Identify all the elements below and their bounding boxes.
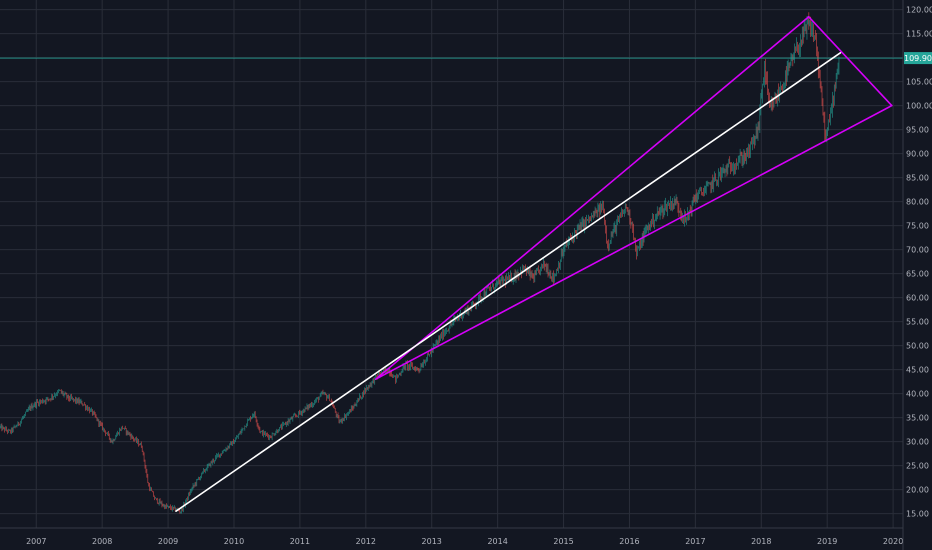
y-tick-label-13: 80.00 [906, 198, 929, 207]
y-tick-label-18: 105.00 [906, 78, 932, 87]
x-tick-label-12: 2019 [817, 537, 837, 546]
y-tick-label-11: 70.00 [906, 246, 929, 255]
last-price-label: 109.90 [904, 54, 932, 63]
y-tick-label-21: 120.00 [906, 6, 932, 15]
y-tick-label-8: 55.00 [906, 318, 929, 327]
last-price-badge [904, 52, 932, 65]
y-tick-label-1: 20.00 [906, 486, 929, 495]
x-tick-label-11: 2018 [751, 537, 771, 546]
x-tick-label-3: 2010 [224, 537, 244, 546]
y-tick-label-17: 100.00 [906, 102, 932, 111]
grid-layer [0, 0, 903, 528]
y-tick-label-7: 50.00 [906, 342, 929, 351]
x-tick-label-4: 2011 [290, 537, 310, 546]
y-tick-label-10: 65.00 [906, 270, 929, 279]
y-tick-label-16: 95.00 [906, 126, 929, 135]
y-tick-label-2: 25.00 [906, 462, 929, 471]
candle-layer [0, 12, 840, 514]
y-tick-label-12: 75.00 [906, 222, 929, 231]
y-tick-label-5: 40.00 [906, 390, 929, 399]
right-trend-line [807, 15, 893, 107]
y-tick-label-6: 45.00 [906, 366, 929, 375]
y-tick-label-15: 90.00 [906, 150, 929, 159]
x-tick-label-8: 2015 [553, 537, 573, 546]
upper-trend-line [374, 15, 810, 381]
y-tick-label-20: 115.00 [906, 30, 932, 39]
y-tick-label-9: 60.00 [906, 294, 929, 303]
central-trend-line [175, 51, 842, 513]
y-tick-label-3: 30.00 [906, 438, 929, 447]
x-tick-label-1: 2008 [92, 537, 112, 546]
x-tick-label-7: 2014 [487, 537, 507, 546]
x-tick-label-10: 2017 [685, 537, 705, 546]
x-tick-label-0: 2007 [26, 537, 46, 546]
lower-trend-line [374, 104, 893, 381]
x-tick-label-9: 2016 [619, 537, 639, 546]
x-tick-label-13: 2020 [883, 537, 903, 546]
y-tick-label-4: 35.00 [906, 414, 929, 423]
y-tick-label-14: 85.00 [906, 174, 929, 183]
y-tick-label-0: 15.00 [906, 510, 929, 519]
drawing-layer [0, 15, 903, 513]
x-tick-label-2: 2009 [158, 537, 178, 546]
x-tick-label-5: 2012 [356, 537, 376, 546]
x-tick-label-6: 2013 [422, 537, 442, 546]
